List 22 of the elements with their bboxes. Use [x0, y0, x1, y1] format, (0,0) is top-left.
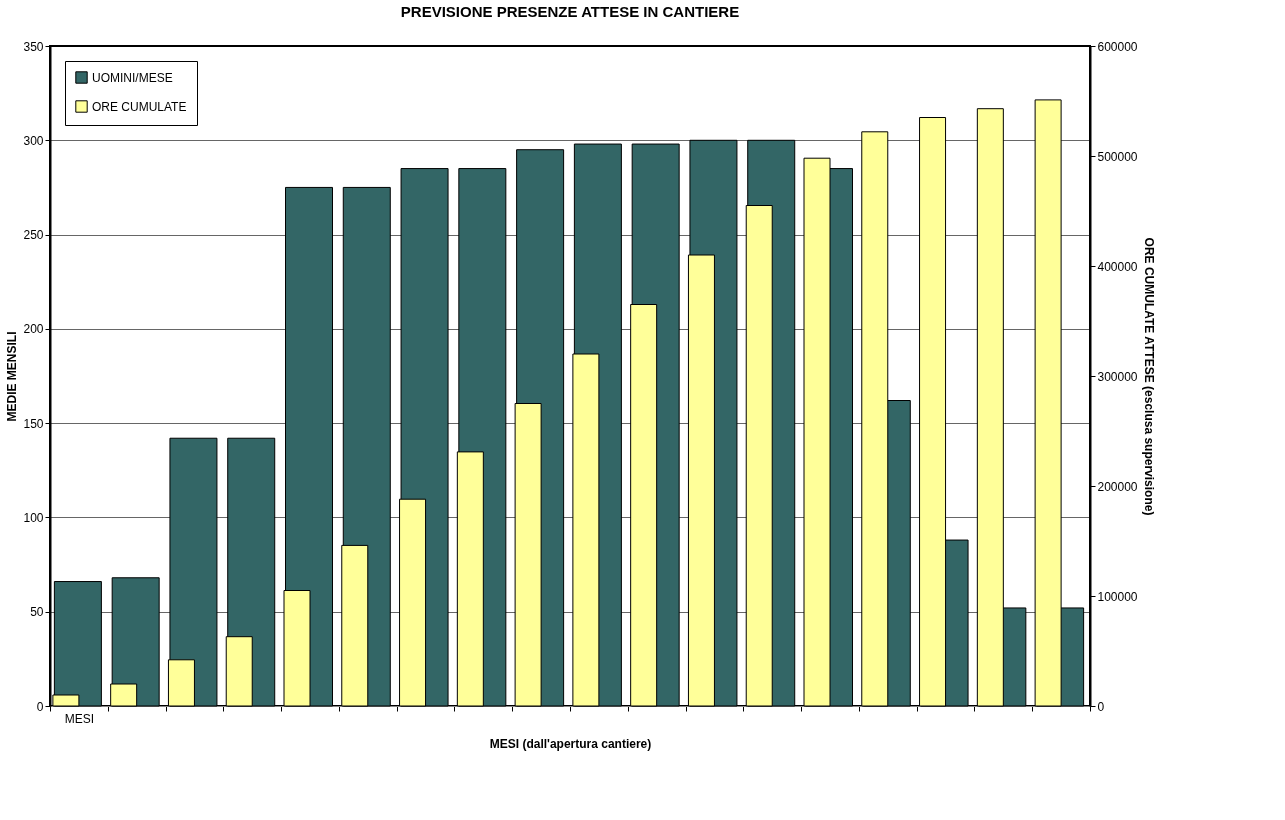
y-tick-label: 250	[23, 228, 44, 243]
legend-label: ORE CUMULATE	[92, 99, 187, 114]
y2-tick-label: 400000	[1097, 259, 1138, 274]
x-axis-title: MESI (dall'apertura cantiere)	[489, 736, 652, 751]
chart-title: PREVISIONE PRESENZE ATTESE IN CANTIERE	[400, 3, 740, 20]
x-tick-label: MESI	[64, 711, 95, 726]
y-tick-label: 350	[23, 39, 44, 54]
y-tick-label: 0	[36, 699, 44, 714]
y-tick-label: 150	[23, 416, 44, 431]
y-tick-label: 100	[23, 510, 44, 525]
y-tick-label: 200	[23, 322, 44, 337]
y2-tick-label: 100000	[1097, 589, 1138, 604]
legend-label: UOMINI/MESE	[92, 70, 173, 85]
y2-tick-label: 200000	[1097, 479, 1138, 494]
y2-tick-label: 0	[1097, 699, 1105, 714]
y2-axis-title: ORE CUMULATE ATTESE (esclusa supervisione)	[1141, 237, 1156, 516]
y2-tick-label: 300000	[1097, 369, 1138, 384]
y-tick-label: 300	[23, 133, 44, 148]
y2-tick-label: 600000	[1097, 39, 1138, 54]
y-axis-title: MEDIE MENSILI	[5, 331, 20, 422]
y-tick-label: 50	[30, 605, 44, 620]
y2-tick-label: 500000	[1097, 149, 1138, 164]
